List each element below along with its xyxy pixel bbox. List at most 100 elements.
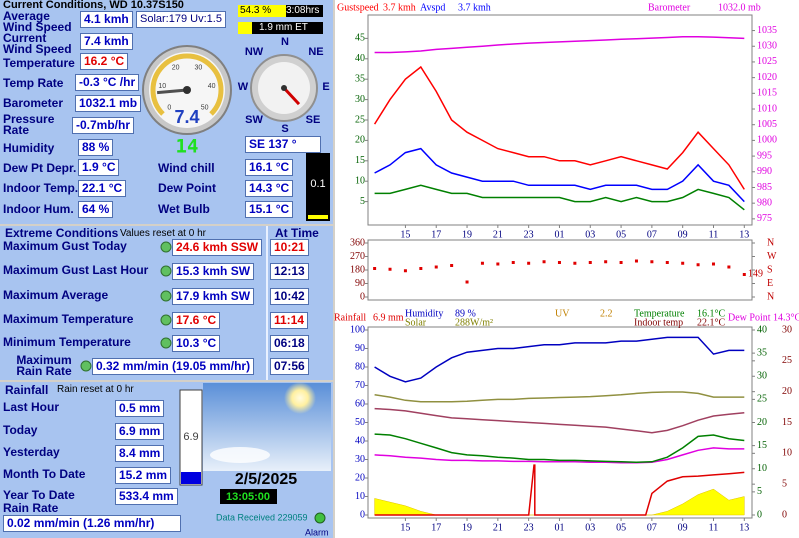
- field-label: Yesterday: [3, 445, 60, 459]
- y-tick-label: 10: [355, 491, 365, 502]
- point: [711, 262, 715, 266]
- y-tick-label: 70: [355, 380, 365, 391]
- point: [619, 261, 623, 264]
- field-value: 64 %: [78, 201, 114, 218]
- x-tick-label: 21: [493, 229, 503, 240]
- field-label: Minimum Temperature: [3, 335, 131, 349]
- gauge-band: [150, 53, 224, 116]
- point: [373, 267, 377, 270]
- legend-reading: 2.2: [600, 308, 613, 319]
- field-value: 0.5 mm: [115, 400, 165, 417]
- x-tick-label: 07: [647, 229, 657, 240]
- x-tick-label: 03: [585, 229, 595, 240]
- field-label: Last Hour: [3, 400, 60, 414]
- x-tick-label: 19: [462, 522, 472, 533]
- point: [450, 264, 454, 267]
- y-tick-label: 0: [782, 509, 787, 520]
- gust-digital: 14: [176, 136, 199, 158]
- point: [388, 267, 392, 271]
- x-tick-label: 15: [400, 522, 410, 533]
- line: [374, 391, 745, 403]
- wind-direction: SE 137 °: [245, 136, 321, 153]
- y-tick-label: 25: [757, 394, 767, 405]
- legend-reading: 22.1°C: [697, 317, 725, 328]
- gauge-needle: [156, 88, 188, 95]
- y-tick-label: W: [767, 251, 777, 262]
- field-label: Indoor Temp.: [3, 181, 79, 195]
- y-tick-label: 975: [757, 213, 772, 224]
- compass-hub: [281, 85, 287, 91]
- y-tick-label: 995: [757, 150, 772, 161]
- rain-rate-box: [306, 153, 330, 221]
- compass-point: S: [281, 123, 288, 135]
- field-label: Dew Pt Depr.: [3, 161, 77, 175]
- compass-point: SE: [306, 114, 321, 126]
- x-tick-label: 23: [524, 229, 534, 240]
- y-tick-label: 1035: [757, 25, 777, 36]
- clock-box: [220, 489, 277, 504]
- legend-reading: 89 %: [455, 308, 476, 319]
- y-tick-label: 360: [350, 237, 365, 248]
- point: [542, 260, 546, 264]
- y-tick-label: 10: [355, 175, 365, 186]
- field-value: 1032.1 mb: [75, 95, 142, 112]
- field-value: 1.9 °C: [78, 159, 120, 176]
- y-tick-label: 40: [355, 435, 365, 446]
- legend-reading: 288W/m²: [455, 317, 493, 328]
- field-label: Temperature: [3, 56, 75, 70]
- y-tick-label: 1000: [757, 135, 777, 146]
- rain-rate-bar-value: 0.1: [310, 178, 326, 190]
- y-tick-label: 90: [355, 343, 365, 354]
- compass-point: E: [322, 81, 329, 93]
- field-value: 22.1 °C: [78, 180, 127, 197]
- point: [511, 261, 515, 264]
- field-label: Maximum Average: [3, 288, 109, 302]
- panel-title: Current Conditions, WD 10.37S150: [3, 0, 184, 11]
- line: [374, 184, 745, 211]
- x-tick-label: 01: [554, 229, 564, 240]
- field-label: Wind chill: [158, 161, 215, 175]
- y-tick-label: 180: [350, 264, 365, 275]
- point: [727, 265, 731, 269]
- status-dot: [160, 290, 172, 302]
- field-value: 15.3 kmh SW: [172, 263, 255, 280]
- rain-tube-fill: [181, 472, 201, 484]
- y-tick-label: 5: [757, 486, 762, 497]
- rain-tube: [179, 389, 203, 486]
- x-tick-label: 17: [431, 229, 441, 240]
- panel-title: Rainfall: [5, 383, 49, 397]
- date: 2/5/2025: [235, 471, 297, 488]
- compass-point: NW: [245, 46, 264, 58]
- y-tick-label: 30: [355, 94, 365, 105]
- field-label: Humidity: [3, 141, 55, 155]
- field-label: Barometer: [3, 96, 64, 110]
- legend-reading: 14.3°C: [773, 312, 799, 323]
- y-tick-label: 10: [782, 448, 792, 459]
- sunshine-hours: 3:08hrs: [286, 5, 323, 17]
- y-tick-label: 80: [355, 361, 365, 372]
- legend-reading: 16.1°C: [697, 308, 725, 319]
- field-label: Pressure Rate: [3, 112, 55, 137]
- y-tick-label: 25: [782, 355, 792, 366]
- y-tick-label: 30: [757, 371, 767, 382]
- y-tick-label: 1030: [757, 41, 777, 52]
- x-tick-label: 01: [554, 522, 564, 533]
- y-tick-label: 1020: [757, 72, 777, 83]
- legend-name: Rainfall: [334, 312, 366, 323]
- field-value: 10.3 °C: [172, 335, 221, 352]
- panel-title: Extreme Conditions: [5, 226, 119, 240]
- field-value: 14.3 °C: [245, 180, 294, 197]
- legend-name: UV: [555, 308, 570, 319]
- clock: 13:05:00: [226, 491, 270, 503]
- x-tick-label: 07: [647, 522, 657, 533]
- point: [665, 261, 669, 264]
- x-tick-label: 15: [400, 229, 410, 240]
- gauge-tick: 0: [167, 105, 171, 112]
- x-tick-label: 11: [709, 522, 719, 533]
- y-tick-label: 1005: [757, 119, 777, 130]
- field-label: Maximum Rain Rate: [16, 353, 72, 378]
- legend-name: Humidity: [405, 308, 443, 319]
- et: 1.9 mm ET: [252, 22, 323, 34]
- point: [588, 261, 592, 264]
